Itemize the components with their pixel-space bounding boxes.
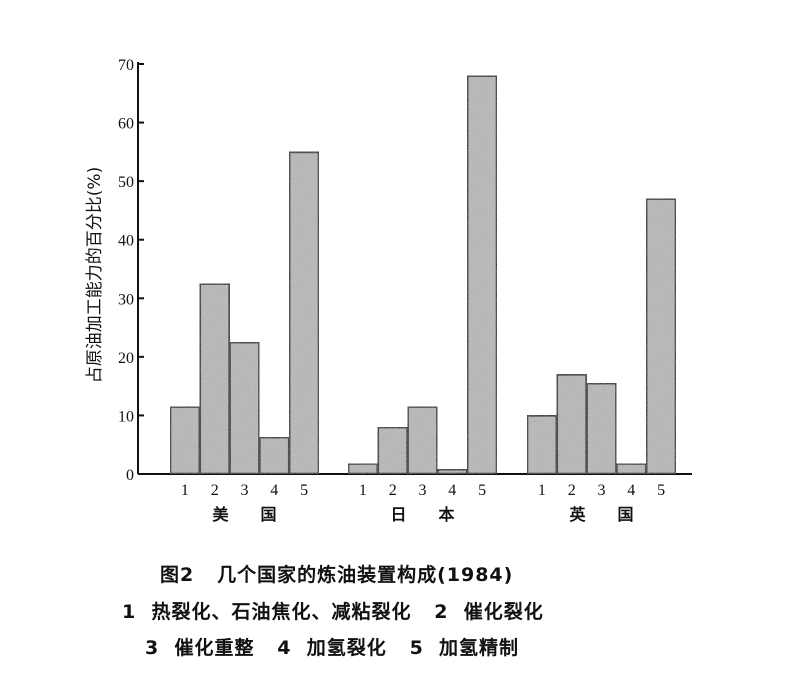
y-tick-label: 70 xyxy=(118,57,134,74)
bar xyxy=(525,414,559,476)
y-tick-label: 30 xyxy=(118,291,134,308)
category-label: 3 xyxy=(598,482,606,499)
y-tick-label: 20 xyxy=(118,350,134,367)
bar xyxy=(287,150,321,476)
bar xyxy=(168,405,202,476)
y-axis-label: 占原油加工能力的百分比(%) xyxy=(85,167,105,383)
category-label: 2 xyxy=(389,482,397,499)
category-label: 4 xyxy=(270,482,278,499)
category-label: 1 xyxy=(359,482,367,499)
bar xyxy=(555,373,588,476)
category-label: 1 xyxy=(538,482,546,499)
group-label: 英 国 xyxy=(568,505,633,524)
category-label: 5 xyxy=(300,482,308,499)
bars xyxy=(168,74,678,476)
bar xyxy=(615,462,648,476)
bar xyxy=(585,381,618,476)
bar xyxy=(228,340,261,476)
bar xyxy=(376,425,409,476)
bar xyxy=(406,405,439,476)
figure-caption-title: 图2 几个国家的炼油装置构成(1984) xyxy=(160,564,514,586)
bar-chart: 0 10 20 30 40 50 60 70 1 2 3 4 5 美 国 1 2 3 4 5 日 本 1 2 3 4 5 英 国… xyxy=(85,57,692,524)
group-label: 美 国 xyxy=(212,505,276,524)
category-label: 4 xyxy=(448,482,456,499)
y-tick-label: 40 xyxy=(118,233,134,250)
bar xyxy=(436,468,469,476)
bar xyxy=(346,462,380,476)
bar xyxy=(465,74,499,476)
bar xyxy=(258,435,291,476)
bar xyxy=(198,282,231,476)
y-tick-label: 50 xyxy=(118,174,134,191)
y-tick-label: 60 xyxy=(118,116,134,133)
category-label: 4 xyxy=(627,482,635,499)
category-label: 5 xyxy=(657,482,665,499)
y-tick-label: 10 xyxy=(118,408,134,425)
labels: 1 2 3 4 5 美 国 1 2 3 4 5 日 本 1 2 3 4 5 英 国 xyxy=(181,482,665,524)
group-label: 日 本 xyxy=(390,505,454,524)
bar xyxy=(644,197,678,476)
category-label: 3 xyxy=(419,482,427,499)
category-label: 3 xyxy=(241,482,249,499)
y-tick-label: 0 xyxy=(126,467,134,484)
category-label: 2 xyxy=(211,482,219,499)
figure-legend-line-1: 1 热裂化、石油焦化、减粘裂化 2 催化裂化 xyxy=(122,601,544,623)
figure-legend-line-2: 3 催化重整 4 加氢裂化 5 加氢精制 xyxy=(145,637,520,659)
category-label: 1 xyxy=(181,482,189,499)
category-label: 5 xyxy=(478,482,486,499)
category-label: 2 xyxy=(568,482,576,499)
